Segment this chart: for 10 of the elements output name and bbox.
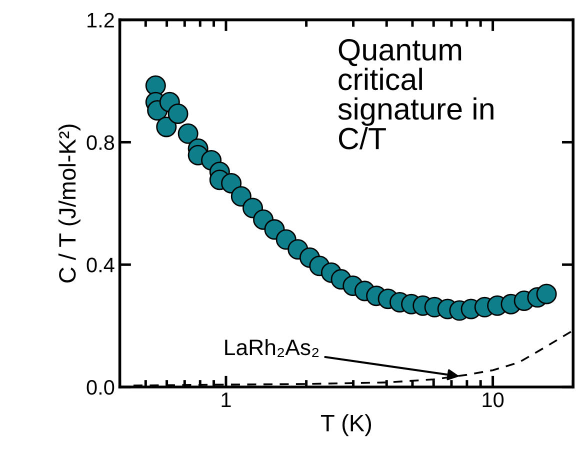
y-axis-title: C / T (J/mol-K²) bbox=[58, 124, 80, 282]
x-axis-title: T (K) bbox=[320, 414, 372, 436]
y-tick-label: 1.2 bbox=[88, 12, 114, 28]
annotation: LaRh₂As₂ bbox=[225, 338, 319, 357]
y-tick-label: 0.8 bbox=[86, 135, 114, 150]
annotation: Quantum critical signature in C/T bbox=[338, 38, 494, 150]
y-tick-label: 0.0 bbox=[86, 380, 114, 395]
x-tick-label: 1 bbox=[222, 392, 231, 407]
y-tick-label: 0.4 bbox=[86, 258, 114, 272]
x-tick-label: 10 bbox=[482, 392, 504, 408]
